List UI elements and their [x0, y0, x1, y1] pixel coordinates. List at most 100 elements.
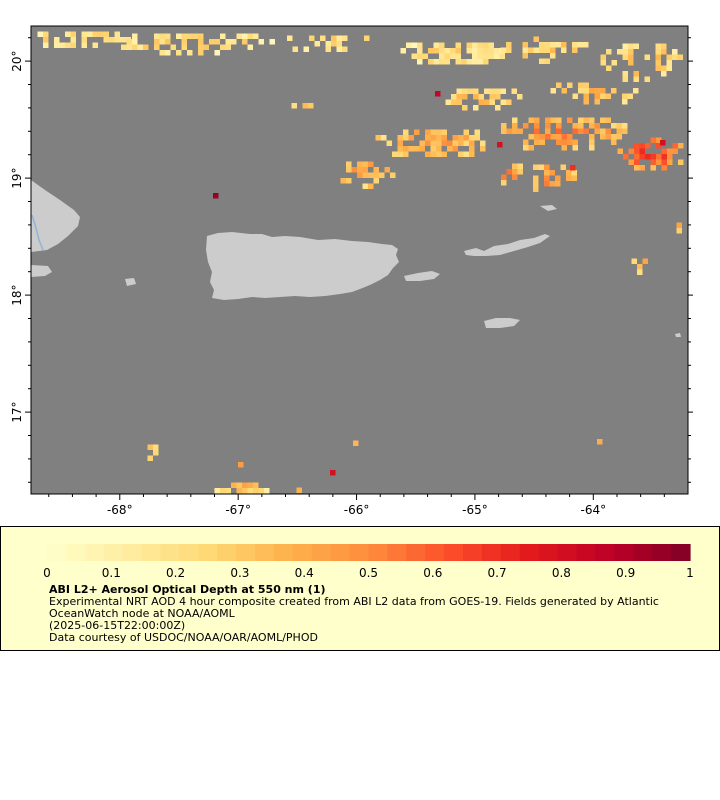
aod-pixel: [611, 60, 617, 66]
lon-tick-label: -65°: [462, 503, 488, 517]
aod-pixel: [109, 37, 115, 43]
aod-pixel: [444, 53, 450, 59]
aod-pixel: [433, 42, 439, 48]
aod-pixel: [242, 488, 248, 494]
aod-pixel: [606, 65, 612, 71]
aod-pixel: [469, 135, 475, 141]
aod-pixel: [430, 140, 436, 146]
aod-pixel: [242, 482, 248, 488]
aod-pixel: [477, 48, 483, 54]
aod-pixel: [447, 140, 453, 146]
aod-pixel: [523, 145, 529, 151]
aod-pixel: [403, 135, 409, 141]
aod-pixel: [181, 44, 187, 50]
aod-pixel: [605, 93, 611, 99]
aod-pixel: [570, 165, 576, 171]
aod-pixel: [320, 35, 326, 41]
aod-pixel: [381, 135, 387, 141]
aod-pixel: [430, 135, 436, 141]
aod-pixel: [126, 39, 132, 45]
aod-pixel: [583, 82, 589, 88]
aod-pixel: [600, 54, 606, 60]
aod-pixel: [605, 134, 611, 140]
aod-pixel: [456, 99, 462, 105]
aod-pixel: [340, 178, 346, 184]
aod-pixel: [589, 88, 595, 94]
aod-pixel: [639, 154, 645, 160]
aod-pixel: [661, 165, 667, 171]
aod-pixel: [622, 128, 628, 134]
aod-pixel: [397, 151, 403, 157]
aod-pixel: [308, 103, 314, 109]
aod-pixel: [450, 53, 456, 59]
aod-pixel: [660, 140, 666, 146]
aod-pixel: [605, 128, 611, 134]
aod-pixel: [534, 123, 540, 129]
aod-pixel: [611, 88, 617, 94]
aod-pixel: [70, 37, 76, 43]
aod-pixel: [103, 37, 109, 43]
aod-pixel: [571, 175, 577, 181]
colorbar-cell: [349, 544, 370, 561]
aod-pixel: [181, 33, 187, 39]
aod-pixel: [198, 44, 204, 50]
aod-pixel: [506, 47, 512, 53]
aod-pixel: [480, 140, 486, 146]
aod-pixel: [379, 172, 385, 178]
aod-pixel: [633, 88, 639, 94]
colorbar-cell: [160, 544, 180, 561]
aod-pixel: [231, 39, 237, 45]
colorbar-cell: [255, 544, 275, 561]
vieques-island: [404, 271, 440, 281]
aod-pixel: [628, 43, 634, 49]
aod-pixel: [488, 48, 494, 54]
aod-pixel: [455, 42, 461, 48]
aod-pixel: [264, 488, 270, 494]
aod-pixel: [500, 47, 506, 53]
aod-pixel: [661, 159, 667, 165]
aod-pixel: [258, 488, 264, 494]
aod-pixel: [642, 258, 648, 264]
lon-tick-label: -64°: [580, 503, 606, 517]
aod-pixel: [242, 33, 248, 39]
aod-pixel: [439, 53, 445, 59]
aod-pixel: [455, 48, 461, 54]
aod-pixel: [617, 148, 623, 154]
aod-pixel: [242, 39, 248, 45]
aod-pixel: [430, 151, 436, 157]
aod-pixel: [114, 37, 120, 43]
aod-pixel: [644, 54, 650, 60]
colorbar-cell: [633, 544, 653, 561]
aod-pixel: [556, 134, 562, 140]
aod-pixel: [550, 88, 556, 94]
aod-pixel: [37, 31, 43, 37]
aod-pixel: [314, 41, 320, 47]
colorbar-cell: [576, 544, 597, 561]
aod-pixel: [495, 88, 501, 94]
aod-pixel: [560, 164, 566, 170]
aod-pixel: [187, 33, 193, 39]
aod-pixel: [346, 167, 352, 173]
aod-pixel: [165, 50, 171, 56]
aod-pixel: [153, 444, 159, 450]
aod-pixel: [489, 94, 495, 100]
colorbar-tick-label: 0.9: [616, 566, 635, 580]
aod-pixel: [461, 59, 467, 65]
aod-pixel: [65, 31, 71, 37]
aod-pixel: [441, 140, 447, 146]
aod-pixel: [539, 139, 545, 145]
colorbar-tick-label: 0.3: [230, 566, 249, 580]
aod-pixel: [474, 129, 480, 135]
aod-pixel: [555, 175, 561, 181]
aod-pixel: [436, 135, 442, 141]
aod-pixel: [477, 42, 483, 48]
aod-pixel: [617, 49, 623, 55]
aod-pixel: [325, 46, 331, 52]
aod-pixel: [451, 94, 457, 100]
aod-pixel: [544, 175, 550, 181]
aod-pixel: [417, 42, 423, 48]
aod-pixel: [154, 39, 160, 45]
aod-pixel: [408, 135, 414, 141]
aod-pixel: [634, 154, 640, 160]
aod-pixel: [452, 146, 458, 152]
